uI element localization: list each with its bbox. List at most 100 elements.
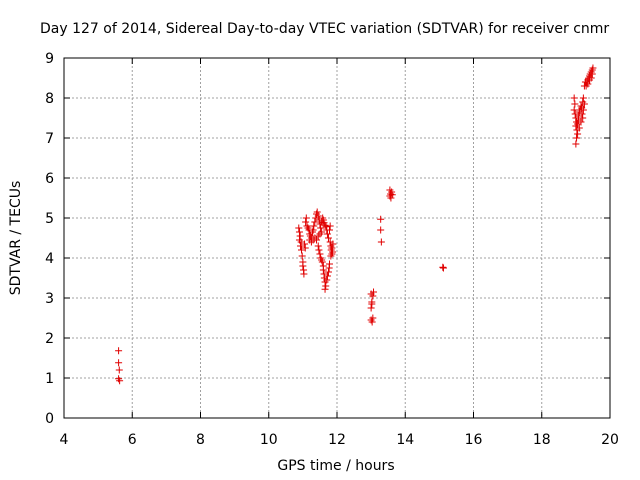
data-point <box>579 106 587 114</box>
data-point <box>302 214 310 222</box>
data-point <box>300 270 308 278</box>
y-tick-label: 7 <box>45 131 54 147</box>
x-tick-label: 14 <box>396 432 414 448</box>
y-tick-labels: 0 1 2 3 4 5 6 7 8 9 <box>45 51 54 427</box>
data-point <box>115 347 123 355</box>
x-tick-label: 10 <box>260 432 278 448</box>
data-point <box>115 366 123 374</box>
y-tick-label: 6 <box>45 171 54 187</box>
data-point <box>323 272 331 280</box>
data-point <box>589 64 597 72</box>
data-point <box>321 221 329 229</box>
data-point <box>325 226 333 234</box>
data-point <box>314 212 322 220</box>
data-point <box>579 114 587 122</box>
data-point <box>309 226 317 234</box>
data-point <box>298 252 306 260</box>
y-tick-label: 2 <box>45 331 54 347</box>
data-point <box>314 242 322 250</box>
data-point <box>322 223 330 231</box>
data-point <box>329 240 337 248</box>
data-point <box>368 300 376 308</box>
data-point <box>323 276 331 284</box>
data-point <box>324 234 332 242</box>
data-point <box>439 263 447 271</box>
data-point <box>439 264 447 272</box>
data-point <box>295 228 303 236</box>
x-axis-label: GPS time / hours <box>277 458 394 474</box>
x-tick-label: 18 <box>533 432 551 448</box>
data-point <box>295 236 303 244</box>
y-axis-label: SDTVAR / TECUs <box>8 181 24 296</box>
data-point <box>310 222 318 230</box>
x-tick-label: 16 <box>465 432 483 448</box>
data-point <box>328 244 336 252</box>
data-point <box>368 318 376 326</box>
x-tick-label: 8 <box>196 432 205 448</box>
x-tick-label: 12 <box>328 432 346 448</box>
data-point <box>387 194 395 202</box>
data-point <box>295 224 303 232</box>
data-point <box>301 240 309 248</box>
y-tick-label: 5 <box>45 211 54 227</box>
y-tick-label: 0 <box>45 411 54 427</box>
data-point <box>296 232 304 240</box>
data-point <box>377 215 385 223</box>
grid-lines <box>64 58 610 418</box>
data-point <box>322 282 330 290</box>
data-point <box>317 224 325 232</box>
data-point <box>578 110 586 118</box>
data-point <box>370 288 378 296</box>
data-point <box>298 246 306 254</box>
data-point <box>570 94 578 102</box>
data-point <box>377 226 385 234</box>
data-point <box>571 100 579 108</box>
data-point <box>572 140 580 148</box>
data-point <box>588 70 596 78</box>
data-point <box>296 242 304 250</box>
data-point <box>116 377 124 385</box>
data-point <box>577 118 585 126</box>
data-point <box>584 80 592 88</box>
data-point <box>579 94 587 102</box>
data-point <box>573 134 581 142</box>
data-point <box>367 304 375 312</box>
data-point <box>574 130 582 138</box>
data-point <box>323 230 331 238</box>
data-point <box>388 191 396 199</box>
data-point <box>328 250 336 258</box>
data-point <box>115 359 123 367</box>
x-tick-label: 6 <box>128 432 137 448</box>
data-point <box>318 228 326 236</box>
data-points <box>115 64 597 385</box>
chart-title: Day 127 of 2014, Sidereal Day-to-day VTE… <box>40 21 609 37</box>
y-tick-label: 9 <box>45 51 54 67</box>
data-point <box>587 74 595 82</box>
data-point <box>377 238 385 246</box>
data-point <box>301 244 309 252</box>
data-point <box>302 218 310 226</box>
y-tick-label: 4 <box>45 251 54 267</box>
data-point <box>299 262 307 270</box>
data-point <box>580 100 588 108</box>
y-tick-label: 1 <box>45 371 54 387</box>
data-point <box>315 246 323 254</box>
data-point <box>319 266 327 274</box>
data-point <box>318 258 326 266</box>
y-tick-label: 8 <box>45 91 54 107</box>
x-tick-label: 4 <box>60 432 69 448</box>
data-point <box>325 260 333 268</box>
data-point <box>316 250 324 258</box>
x-tick-labels: 4 6 8 10 12 14 16 18 20 <box>60 432 619 448</box>
data-point <box>324 268 332 276</box>
axis-ticks <box>63 57 611 419</box>
x-tick-label: 20 <box>601 432 619 448</box>
data-point <box>575 124 583 132</box>
data-point <box>574 112 582 120</box>
data-point <box>326 222 334 230</box>
data-point <box>313 208 321 216</box>
data-point <box>321 285 329 293</box>
y-tick-label: 3 <box>45 291 54 307</box>
data-point <box>311 218 319 226</box>
